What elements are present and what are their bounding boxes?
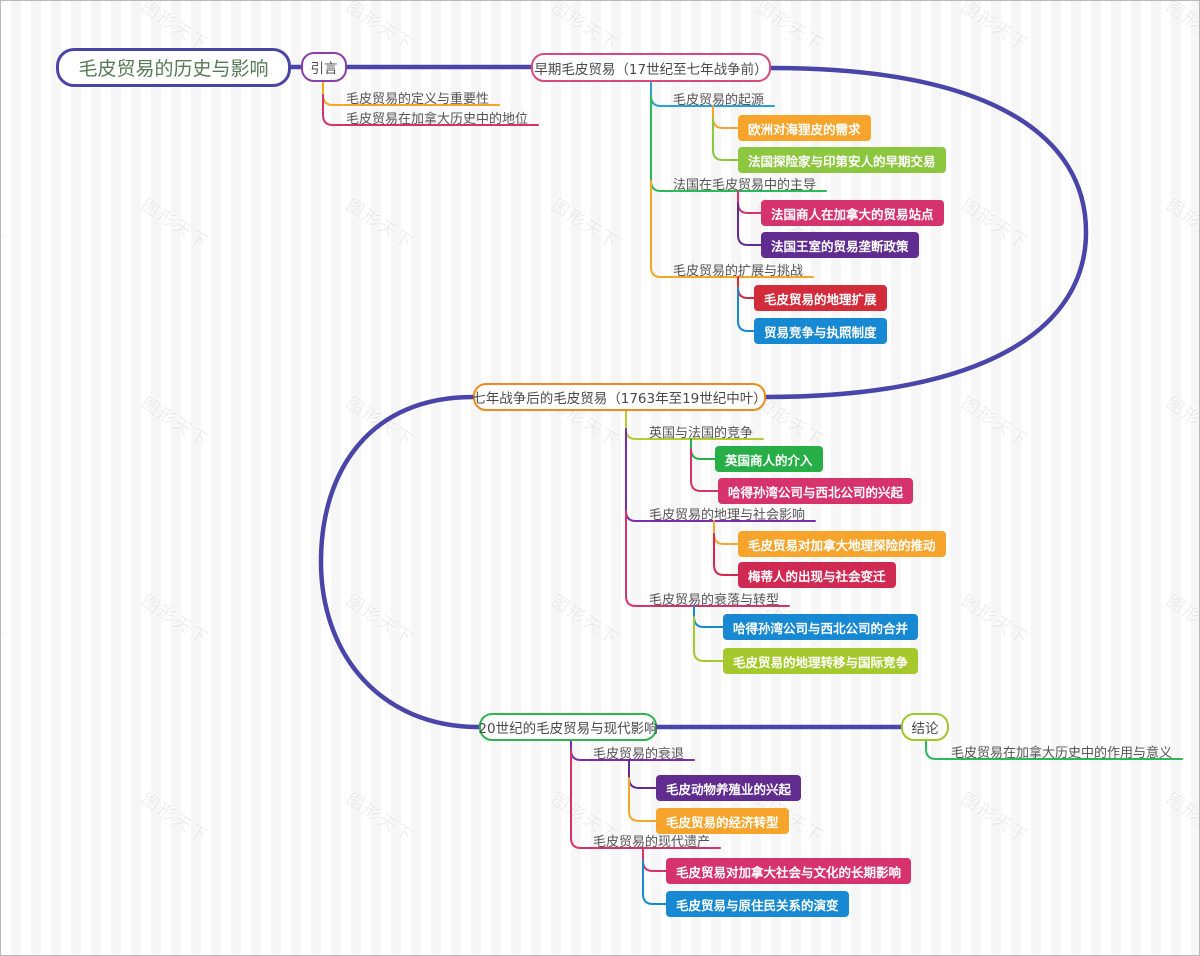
node-e3c1[interactable]: 毛皮贸易的地理扩展	[754, 285, 887, 311]
node-seven[interactable]: 七年战争后的毛皮贸易（1763年至19世纪中叶）	[472, 383, 767, 411]
node-s1c1[interactable]: 英国商人的介入	[715, 446, 823, 472]
node-s3c1[interactable]: 哈得孙湾公司与西北公司的合并	[723, 614, 919, 640]
node-e3c2[interactable]: 贸易竞争与执照制度	[754, 318, 887, 344]
node-s2c2[interactable]: 梅蒂人的出现与社会变迁	[738, 562, 896, 588]
node-e2[interactable]: 法国在毛皮贸易中的主导	[673, 178, 817, 193]
node-early[interactable]: 早期毛皮贸易（17世纪至七年战争前）	[531, 53, 771, 82]
node-e1c2[interactable]: 法国探险家与印第安人的早期交易	[738, 147, 946, 173]
node-intro1[interactable]: 毛皮贸易的定义与重要性	[346, 92, 490, 107]
node-m1[interactable]: 毛皮贸易的衰退	[593, 747, 685, 762]
node-m1c2[interactable]: 毛皮贸易的经济转型	[656, 808, 789, 834]
node-c1[interactable]: 毛皮贸易在加拿大历史中的作用与意义	[951, 746, 1173, 761]
node-modern[interactable]: 20世纪的毛皮贸易与现代影响	[478, 713, 658, 741]
node-s3[interactable]: 毛皮贸易的衰落与转型	[649, 593, 780, 608]
node-e2c2[interactable]: 法国王室的贸易垄断政策	[761, 232, 919, 258]
node-e2c1[interactable]: 法国商人在加拿大的贸易站点	[761, 200, 944, 226]
node-e1[interactable]: 毛皮贸易的起源	[673, 93, 765, 108]
node-e1c1[interactable]: 欧洲对海狸皮的需求	[738, 115, 871, 141]
node-m1c1[interactable]: 毛皮动物养殖业的兴起	[656, 775, 802, 801]
node-intro2[interactable]: 毛皮贸易在加拿大历史中的地位	[346, 112, 529, 127]
node-conclusion[interactable]: 结论	[901, 713, 949, 741]
node-intro[interactable]: 引言	[301, 52, 347, 82]
node-s3c2[interactable]: 毛皮贸易的地理转移与国际竞争	[723, 648, 919, 674]
node-root[interactable]: 毛皮贸易的历史与影响	[56, 48, 291, 87]
node-s2[interactable]: 毛皮贸易的地理与社会影响	[649, 508, 806, 523]
node-s2c1[interactable]: 毛皮贸易对加拿大地理探险的推动	[738, 531, 946, 557]
node-m2c2[interactable]: 毛皮贸易与原住民关系的演变	[666, 891, 849, 917]
node-s1[interactable]: 英国与法国的竞争	[649, 426, 754, 441]
node-s1c2[interactable]: 哈得孙湾公司与西北公司的兴起	[718, 478, 914, 504]
node-m2c1[interactable]: 毛皮贸易对加拿大社会与文化的长期影响	[666, 858, 912, 884]
node-e3[interactable]: 毛皮贸易的扩展与挑战	[673, 264, 804, 279]
